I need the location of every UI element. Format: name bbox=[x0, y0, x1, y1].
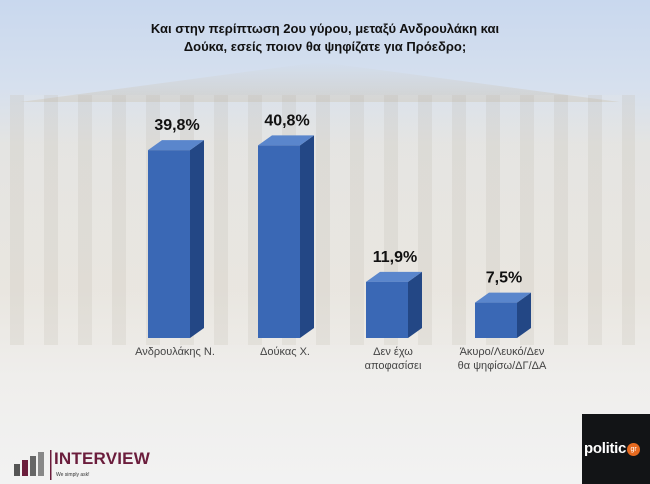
data-label: 11,9% bbox=[373, 249, 417, 266]
category-label-line: Δεν έχω bbox=[373, 346, 413, 358]
category-label: Ανδρουλάκης Ν. bbox=[125, 345, 225, 359]
bar-top bbox=[366, 271, 422, 282]
bar-side bbox=[300, 135, 314, 338]
bar bbox=[148, 150, 190, 338]
interview-tagline: We simply ask! bbox=[56, 472, 90, 478]
interview-logo-icon bbox=[14, 450, 52, 480]
bar bbox=[258, 145, 300, 338]
bar bbox=[475, 302, 517, 338]
bar-side bbox=[190, 140, 204, 338]
category-label-line: αποφασίσει bbox=[364, 360, 422, 372]
category-label-line: Δούκας Χ. bbox=[260, 346, 310, 358]
category-label: Άκυρο/Λευκό/Δεν θα ψηφίσω/ΔΓ/ΔΑ bbox=[452, 345, 552, 373]
category-label-line: Ανδρουλάκης Ν. bbox=[135, 346, 215, 358]
bar-side bbox=[517, 292, 531, 338]
politic-logo-text: politic bbox=[584, 440, 627, 457]
title-line-2: Δούκα, εσείς ποιον θα ψηφίζατε για Πρόεδ… bbox=[183, 39, 467, 54]
category-label: Δεν έχω αποφασίσει bbox=[343, 345, 443, 373]
category-label: Δούκας Χ. bbox=[235, 345, 335, 359]
data-label: 7,5% bbox=[486, 270, 522, 287]
category-label-line: Άκυρο/Λευκό/Δεν bbox=[459, 346, 545, 358]
bar-top bbox=[148, 140, 204, 151]
bar-top bbox=[258, 135, 314, 146]
data-label: 40,8% bbox=[264, 112, 309, 129]
politic-logo-badge: gr bbox=[627, 442, 641, 456]
interview-logo-text: INTERVIEW bbox=[54, 449, 150, 468]
data-label: 39,8% bbox=[154, 117, 199, 134]
bar bbox=[366, 281, 408, 338]
category-label-line: θα ψηφίσω/ΔΓ/ΔΑ bbox=[457, 360, 547, 372]
bar-top bbox=[475, 292, 531, 303]
politic-logo-wordmark: politic gr bbox=[584, 440, 641, 458]
interview-logo bbox=[12, 450, 52, 480]
chart-title: Και στην περίπτωση 2ου γύρου, μεταξύ Ανδ… bbox=[0, 20, 650, 56]
title-line-1: Και στην περίπτωση 2ου γύρου, μεταξύ Ανδ… bbox=[150, 21, 500, 36]
bar-side bbox=[408, 271, 422, 338]
